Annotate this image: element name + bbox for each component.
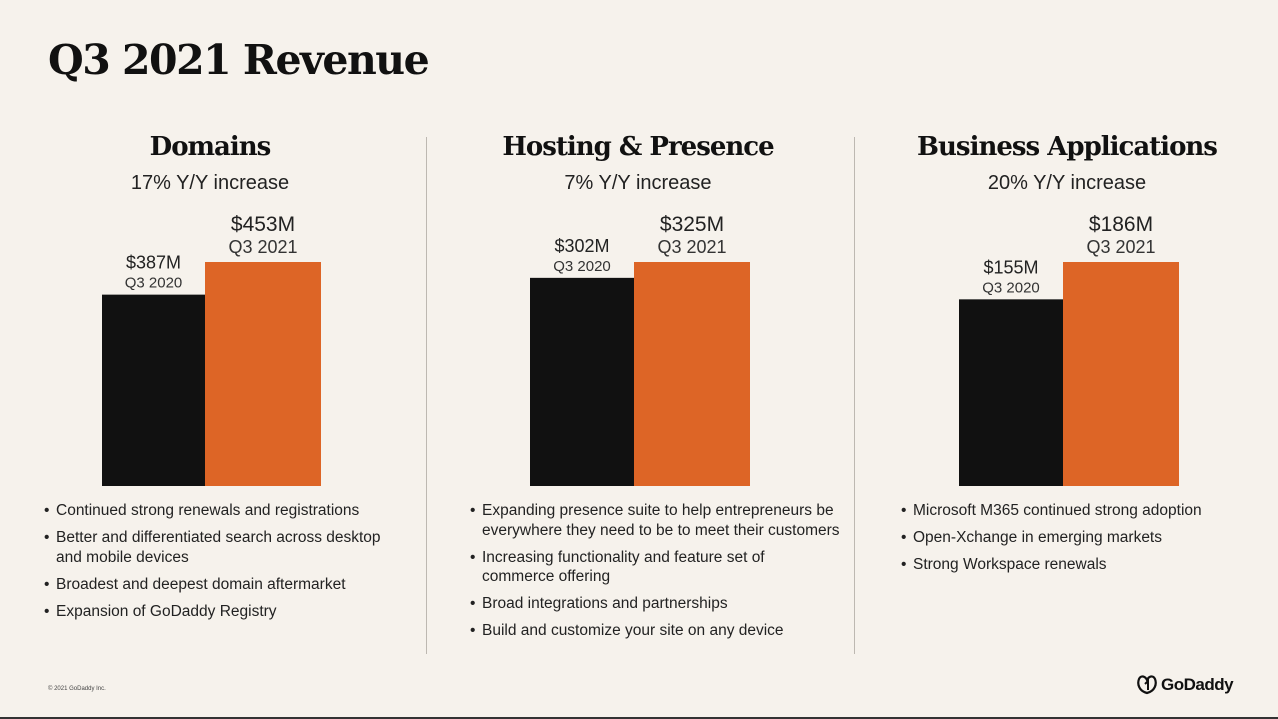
chart-title: Domains [149, 132, 272, 162]
chart-subtitle: 7% Y/Y increase [564, 172, 712, 194]
bullet-item: Continued strong renewals and registrati… [44, 501, 384, 521]
bullet-item: Better and differentiated search across … [44, 528, 384, 567]
bar-value-label: $387M [126, 253, 181, 273]
bar-q3-2021 [634, 262, 750, 486]
bullet-item: Open-Xchange in emerging markets [901, 528, 1241, 548]
bar-category-label: Q3 2020 [982, 279, 1040, 296]
bullet-item: Increasing functionality and feature set… [470, 548, 840, 587]
bar-q3-2020 [530, 277, 634, 486]
bar-q3-2021 [1063, 262, 1179, 486]
bullet-item: Broadest and deepest domain aftermarket [44, 575, 384, 595]
bar-q3-2020 [102, 294, 205, 486]
bullet-item: Build and customize your site on any dev… [470, 621, 840, 641]
logo-text: GoDaddy [1161, 675, 1234, 694]
bar-category-label: Q3 2021 [1086, 237, 1155, 257]
bar-category-label: Q3 2021 [657, 237, 726, 257]
chart-subtitle: 17% Y/Y increase [130, 172, 290, 194]
chart-title: Hosting & Presence [502, 132, 774, 162]
bar-q3-2021 [205, 262, 321, 486]
bullet-item: Expanding presence suite to help entrepr… [470, 501, 840, 540]
divider [426, 137, 427, 654]
bottom-bar [0, 717, 1278, 719]
bar-category-label: Q3 2020 [125, 275, 183, 292]
bar-value-label: $453M [231, 213, 295, 236]
bar-q3-2020 [959, 299, 1063, 486]
bar-value-label: $155M [983, 257, 1038, 277]
bar-category-label: Q3 2020 [553, 258, 611, 275]
bar-value-label: $186M [1089, 213, 1153, 236]
bullet-list: Microsoft M365 continued strong adoption… [901, 501, 1241, 582]
bullet-item: Expansion of GoDaddy Registry [44, 602, 384, 622]
bullet-list: Expanding presence suite to help entrepr… [470, 501, 840, 648]
chart-subtitle: 20% Y/Y increase [987, 172, 1147, 194]
bullet-item: Microsoft M365 continued strong adoption [901, 501, 1241, 521]
bar-category-label: Q3 2021 [228, 237, 297, 257]
bullet-list: Continued strong renewals and registrati… [44, 501, 384, 629]
page-title: Q3 2021 Revenue [48, 36, 430, 84]
bullet-item: Strong Workspace renewals [901, 555, 1241, 575]
bar-value-label: $302M [554, 236, 609, 256]
bullet-item: Broad integrations and partnerships [470, 594, 840, 614]
godaddy-logo-icon [1137, 675, 1157, 695]
godaddy-logo: GoDaddy [1136, 675, 1234, 695]
bar-value-label: $325M [660, 213, 724, 236]
chart-title: Business Applications [917, 132, 1218, 162]
divider [854, 137, 855, 654]
copyright: © 2021 GoDaddy Inc. [48, 686, 106, 692]
